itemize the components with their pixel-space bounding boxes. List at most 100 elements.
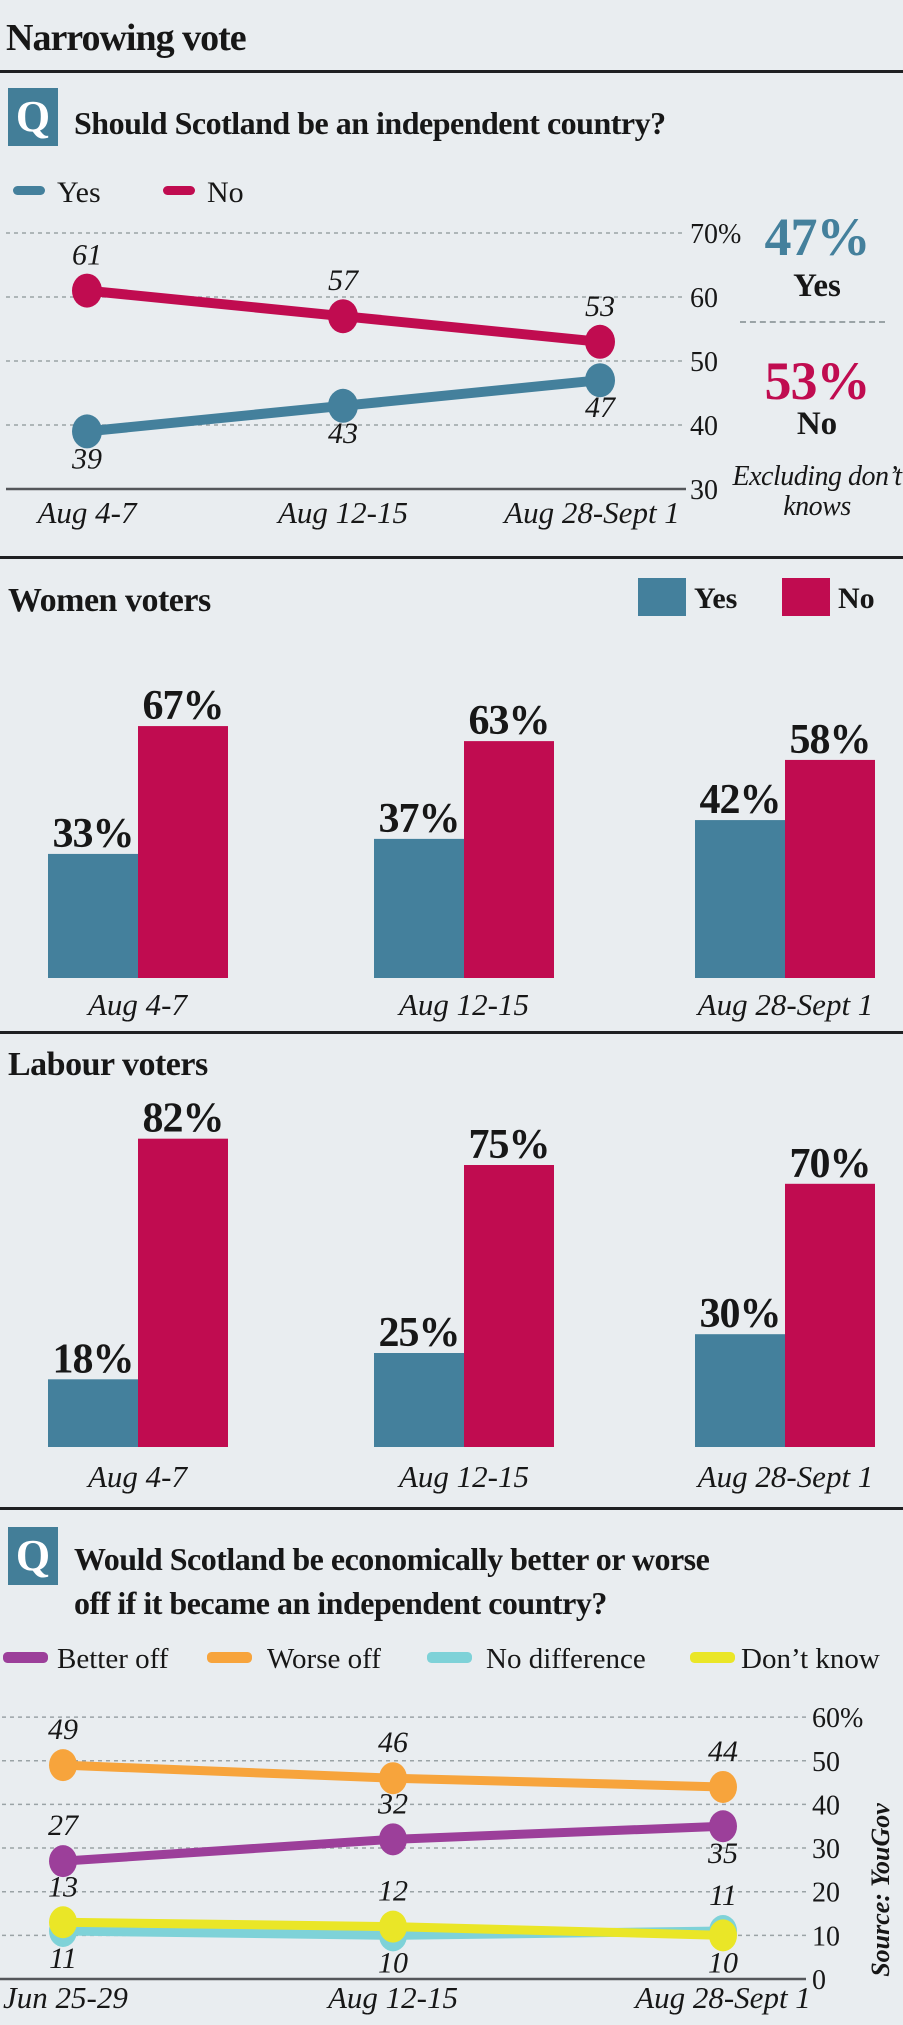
bar-value-label: 63% — [469, 698, 550, 744]
women-heading: Women voters — [8, 582, 211, 619]
value-label: 39 — [71, 442, 102, 475]
bar-yes — [374, 838, 464, 978]
divider — [0, 1507, 903, 1510]
legend-swatch-yes — [13, 186, 45, 195]
x-axis-label: Jun 25-29 — [3, 1980, 128, 2015]
legend-swatch-no — [163, 186, 195, 195]
question-badge: Q — [8, 1527, 58, 1585]
y-tick-label: 0 — [812, 1965, 826, 1996]
value-label: 13 — [48, 1870, 78, 1903]
x-axis-label: Aug 12-15 — [397, 987, 529, 1022]
value-label: 10 — [708, 1946, 738, 1979]
bar-value-label: 42% — [700, 777, 781, 823]
legend-swatch-dont-know — [690, 1652, 735, 1663]
chart-women-bars: 33% 37% 42% 67% 63% 58% Aug 4-7 Aug 12-15 Aug 28… — [48, 683, 875, 1022]
bar-value-label: 37% — [379, 796, 460, 842]
x-axis-label: Aug 12-15 — [397, 1459, 529, 1494]
question-badge: Q — [8, 88, 58, 146]
data-point — [709, 1919, 737, 1952]
summary-yes-label: Yes — [793, 268, 841, 304]
data-point — [379, 1910, 407, 1943]
bar-value-label: 67% — [143, 683, 224, 729]
bar-value-label: 30% — [700, 1291, 781, 1337]
data-point — [709, 1770, 737, 1803]
data-point — [328, 388, 358, 423]
legend-label-no: No — [838, 582, 875, 615]
value-label: 53 — [585, 290, 615, 323]
x-axis-label: Aug 28-Sept 1 — [502, 495, 680, 530]
data-point — [709, 1810, 737, 1843]
bar-no — [138, 1138, 228, 1447]
x-axis-label: Aug 4-7 — [35, 495, 138, 530]
bar-no — [464, 1165, 554, 1447]
legend-swatch-yes — [638, 578, 686, 616]
chart-referendum-line: 30 40 50 60 70% 61 57 53 39 43 47 Aug 4-7 Aug 12-15 A… — [6, 219, 741, 530]
y-tick-label: 60 — [690, 283, 718, 314]
bar-yes — [695, 1334, 785, 1447]
data-point — [328, 299, 358, 334]
legend-label-no: No — [207, 176, 244, 209]
bar-value-label: 33% — [53, 811, 134, 857]
data-point — [585, 324, 615, 359]
legend-swatch-worse-off — [207, 1652, 252, 1663]
chart-labour-bars: 18% 25% 30% 82% 75% 70% Aug 4-7 Aug 12-15 Aug 28… — [48, 1096, 875, 1494]
x-axis-label: Aug 4-7 — [86, 987, 189, 1022]
x-axis-label: Aug 28-Sept 1 — [633, 1980, 811, 2015]
divider — [0, 556, 903, 559]
source-credit: Source: YouGov — [866, 1803, 895, 1977]
divider — [0, 70, 903, 73]
question-2-line1: Would Scotland be economically better or… — [74, 1541, 710, 1577]
value-label: 27 — [48, 1809, 80, 1842]
divider — [0, 1031, 903, 1034]
legend-swatch-no — [782, 578, 830, 616]
value-label: 57 — [328, 264, 360, 297]
data-point — [49, 1906, 77, 1939]
y-tick-label: 10 — [812, 1921, 840, 1952]
legend-label-yes: Yes — [57, 176, 101, 209]
bar-no — [464, 741, 554, 978]
bar-value-label: 70% — [790, 1141, 871, 1187]
legend-label-no-difference: No difference — [486, 1643, 646, 1675]
summary-no-pct: 53% — [764, 351, 871, 411]
y-tick-label: 70% — [690, 219, 741, 250]
bar-value-label: 75% — [469, 1122, 550, 1168]
value-label: 12 — [378, 1875, 408, 1908]
value-label: 32 — [377, 1787, 408, 1820]
y-tick-label: 20 — [812, 1878, 840, 1909]
question-1-text: Should Scotland be an independent countr… — [74, 105, 666, 141]
y-tick-label: 40 — [812, 1790, 840, 1821]
question-2-line2: off if it became an independent country? — [74, 1585, 607, 1621]
value-label: 10 — [378, 1946, 408, 1979]
page-title: Narrowing vote — [6, 17, 247, 59]
legend-label-yes: Yes — [694, 582, 738, 615]
y-tick-label: 30 — [690, 475, 718, 506]
bar-value-label: 18% — [53, 1336, 134, 1382]
data-point — [379, 1762, 407, 1795]
bar-no — [785, 759, 875, 978]
summary-yes-pct: 47% — [764, 207, 871, 267]
x-axis-label: Aug 12-15 — [276, 495, 408, 530]
x-axis-label: Aug 12-15 — [326, 1980, 458, 2015]
labour-heading: Labour voters — [8, 1046, 208, 1083]
summary-note: Excluding don’t knows — [732, 461, 902, 522]
value-label: 11 — [709, 1879, 737, 1912]
legend-swatch-better-off — [3, 1652, 48, 1663]
y-tick-label: 50 — [812, 1747, 840, 1778]
summary-divider — [740, 321, 885, 323]
summary-no-label: No — [796, 406, 838, 442]
chart-economy-line: 0 10 20 30 40 50 60% 49 46 44 27 32 35 11 10 11 13 12 10 Ju… — [0, 1703, 863, 2015]
value-label: 35 — [707, 1837, 738, 1870]
value-label: 61 — [72, 239, 102, 272]
bar-value-label: 58% — [790, 717, 871, 763]
legend-swatch-no-difference — [427, 1652, 472, 1663]
y-tick-label: 60% — [812, 1703, 863, 1734]
y-tick-label: 30 — [812, 1834, 840, 1865]
data-point — [585, 363, 615, 398]
bar-no — [785, 1183, 875, 1447]
bar-no — [138, 726, 228, 978]
legend-label-better-off: Better off — [57, 1643, 169, 1675]
data-point — [72, 414, 102, 449]
bar-yes — [48, 1379, 138, 1447]
data-point — [49, 1845, 77, 1878]
value-label: 44 — [708, 1735, 738, 1768]
